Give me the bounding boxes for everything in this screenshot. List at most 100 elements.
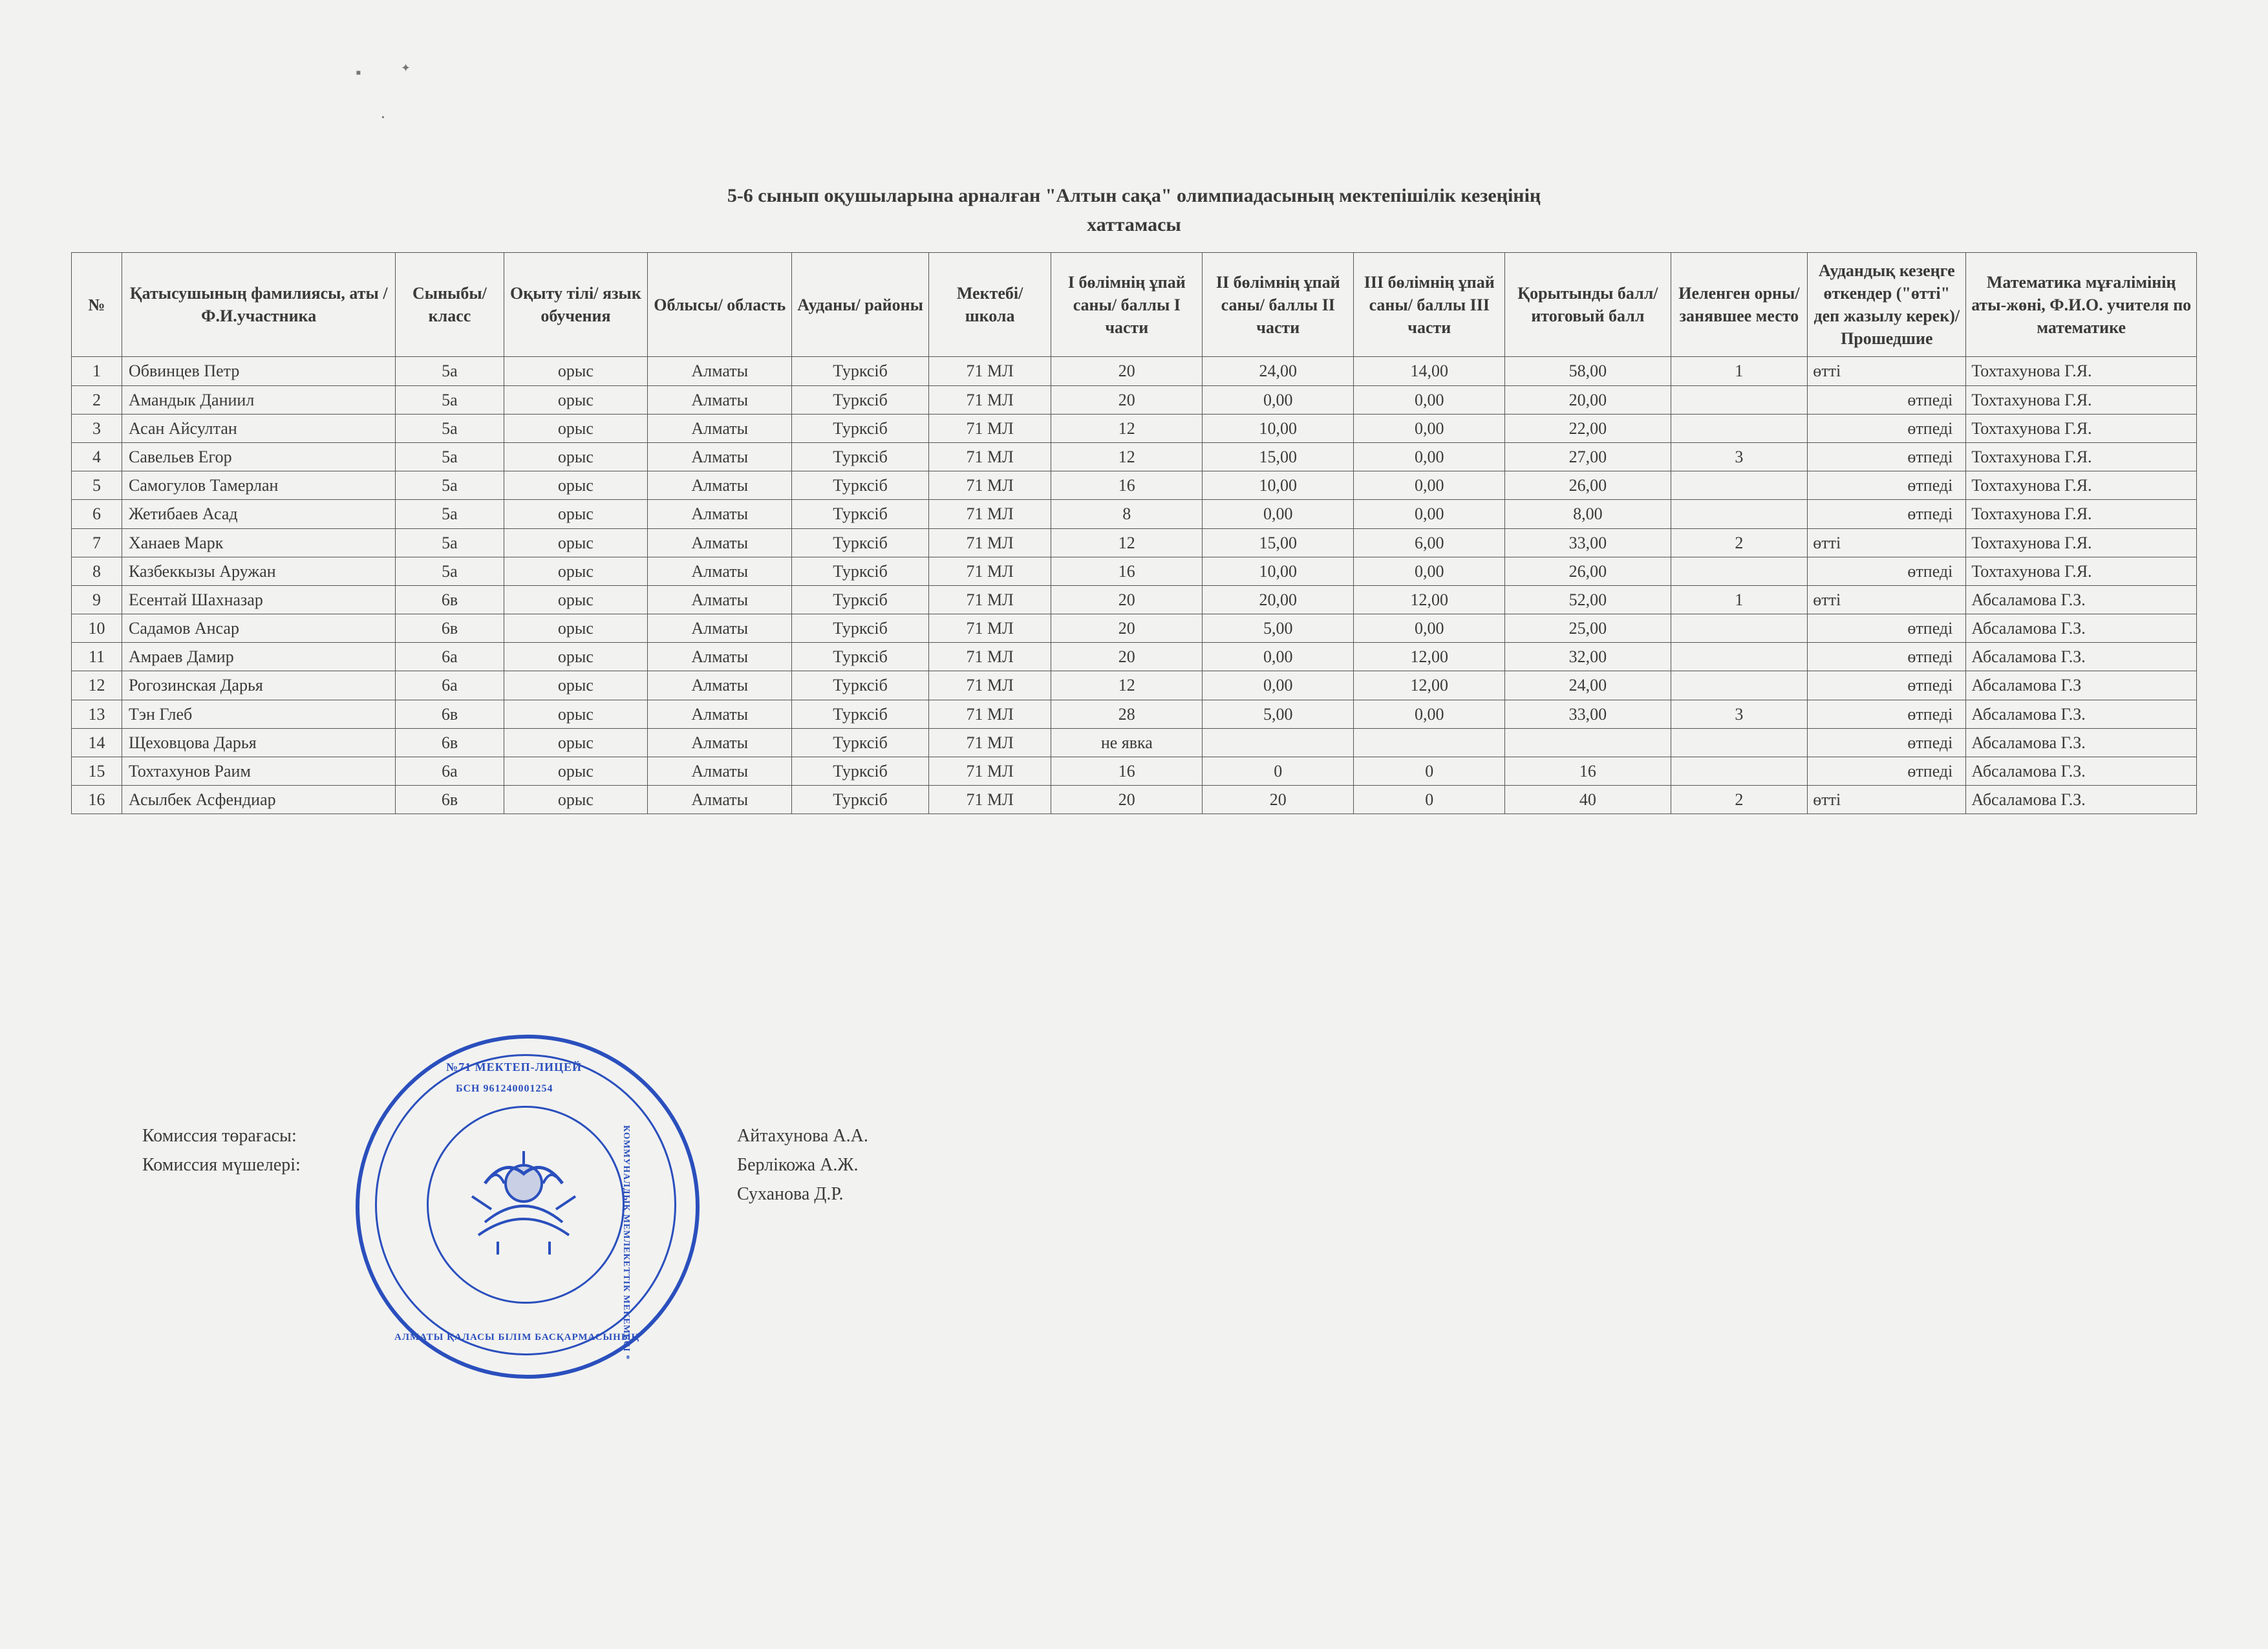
stamp-text-top: №71 МЕКТЕП-ЛИЦЕЙ	[446, 1061, 582, 1074]
column-header: Математика мұғалімінің аты-жөні, Ф.И.О. …	[1966, 253, 2197, 357]
district-cell: Турксіб	[792, 585, 929, 614]
part2-score: 0,00	[1203, 385, 1354, 414]
table-body: 1Обвинцев Петр5аорысАлматыТурксіб71 МЛ20…	[72, 357, 2197, 814]
place-cell: 2	[1671, 786, 1808, 814]
total-score: 22,00	[1505, 414, 1671, 442]
row-number: 1	[72, 357, 122, 385]
table-row: 13Тэн Глеб6ворысАлматыТурксіб71 МЛ285,00…	[72, 700, 2197, 728]
teacher-name: Абсаламова Г.З	[1966, 671, 2197, 700]
district-cell: Турксіб	[792, 728, 929, 757]
part2-score: 15,00	[1203, 528, 1354, 557]
teacher-name: Абсаламова Г.З.	[1966, 757, 2197, 786]
place-cell	[1671, 671, 1808, 700]
place-cell: 1	[1671, 357, 1808, 385]
place-cell: 3	[1671, 442, 1808, 471]
teacher-name: Тохтахунова Г.Я.	[1966, 528, 2197, 557]
stamp-text-bottom: АЛМАТЫ ҚАЛАСЫ БІЛІМ БАСҚАРМАСЫНЫҢ	[394, 1332, 639, 1343]
part2-score: 10,00	[1203, 471, 1354, 500]
participant-name: Ханаев Марк	[122, 528, 395, 557]
oblast-cell: Алматы	[648, 414, 792, 442]
place-cell: 1	[1671, 585, 1808, 614]
school-cell: 71 МЛ	[928, 557, 1051, 585]
column-header: Облысы/ область	[648, 253, 792, 357]
table-row: 15Тохтахунов Раим6аорысАлматыТурксіб71 М…	[72, 757, 2197, 786]
oblast-cell: Алматы	[648, 643, 792, 671]
part2-score: 15,00	[1203, 442, 1354, 471]
class-cell: 5а	[396, 500, 504, 528]
part3-score: 0,00	[1354, 442, 1505, 471]
part3-score: 0,00	[1354, 500, 1505, 528]
oblast-cell: Алматы	[648, 385, 792, 414]
part1-score: 16	[1051, 557, 1203, 585]
participant-name: Самогулов Тамерлан	[122, 471, 395, 500]
district-cell: Турксіб	[792, 471, 929, 500]
signer-name: Суханова Д.Р.	[737, 1180, 996, 1209]
table-row: 3Асан Айсултан5аорысАлматыТурксіб71 МЛ12…	[72, 414, 2197, 442]
part1-score: 16	[1051, 471, 1203, 500]
pass-status: өтпеді	[1808, 728, 1966, 757]
part1-score: 20	[1051, 786, 1203, 814]
district-cell: Турксіб	[792, 528, 929, 557]
total-score: 16	[1505, 757, 1671, 786]
participant-name: Рогозинская Дарья	[122, 671, 395, 700]
table-row: 2Амандык Даниил5аорысАлматыТурксіб71 МЛ2…	[72, 385, 2197, 414]
place-cell	[1671, 757, 1808, 786]
school-cell: 71 МЛ	[928, 357, 1051, 385]
column-header: №	[72, 253, 122, 357]
class-cell: 5а	[396, 557, 504, 585]
oblast-cell: Алматы	[648, 728, 792, 757]
part3-score: 0,00	[1354, 471, 1505, 500]
part3-score: 0,00	[1354, 700, 1505, 728]
teacher-name: Тохтахунова Г.Я.	[1966, 500, 2197, 528]
class-cell: 6в	[396, 728, 504, 757]
column-header: Мектебі/ школа	[928, 253, 1051, 357]
school-cell: 71 МЛ	[928, 414, 1051, 442]
part3-score: 0,00	[1354, 557, 1505, 585]
part3-score: 0,00	[1354, 614, 1505, 643]
district-cell: Турксіб	[792, 357, 929, 385]
oblast-cell: Алматы	[648, 671, 792, 700]
part3-score	[1354, 728, 1505, 757]
part2-score: 10,00	[1203, 414, 1354, 442]
row-number: 4	[72, 442, 122, 471]
oblast-cell: Алматы	[648, 614, 792, 643]
school-cell: 71 МЛ	[928, 471, 1051, 500]
part1-score: 28	[1051, 700, 1203, 728]
row-number: 12	[72, 671, 122, 700]
school-cell: 71 МЛ	[928, 500, 1051, 528]
participant-name: Обвинцев Петр	[122, 357, 395, 385]
total-score	[1505, 728, 1671, 757]
class-cell: 6а	[396, 671, 504, 700]
part3-score: 12,00	[1354, 585, 1505, 614]
pass-status: өтпеді	[1808, 471, 1966, 500]
participant-name: Садамов Ансар	[122, 614, 395, 643]
teacher-name: Тохтахунова Г.Я.	[1966, 385, 2197, 414]
school-cell: 71 МЛ	[928, 614, 1051, 643]
total-score: 40	[1505, 786, 1671, 814]
total-score: 58,00	[1505, 357, 1671, 385]
district-cell: Турксіб	[792, 643, 929, 671]
school-cell: 71 МЛ	[928, 585, 1051, 614]
class-cell: 6в	[396, 585, 504, 614]
part1-score: не явка	[1051, 728, 1203, 757]
total-score: 52,00	[1505, 585, 1671, 614]
district-cell: Турксіб	[792, 757, 929, 786]
participant-name: Жетибаев Асад	[122, 500, 395, 528]
part3-score: 12,00	[1354, 643, 1505, 671]
row-number: 3	[72, 414, 122, 442]
language-cell: орыс	[504, 757, 648, 786]
pass-status: өтпеді	[1808, 671, 1966, 700]
class-cell: 5а	[396, 471, 504, 500]
total-score: 27,00	[1505, 442, 1671, 471]
title-line-1: 5-6 сынып оқушыларына арналған "Алтын са…	[71, 181, 2197, 210]
part1-score: 20	[1051, 357, 1203, 385]
participant-name: Казбеккызы Аружан	[122, 557, 395, 585]
pass-status: өтпеді	[1808, 442, 1966, 471]
part1-score: 12	[1051, 671, 1203, 700]
column-header: Қатысушының фамилиясы, аты /Ф.И.участник…	[122, 253, 395, 357]
column-header: Ауданы/ районы	[792, 253, 929, 357]
pass-status: өтпеді	[1808, 643, 1966, 671]
school-cell: 71 МЛ	[928, 528, 1051, 557]
part2-score: 20,00	[1203, 585, 1354, 614]
pass-status: өтті	[1808, 585, 1966, 614]
